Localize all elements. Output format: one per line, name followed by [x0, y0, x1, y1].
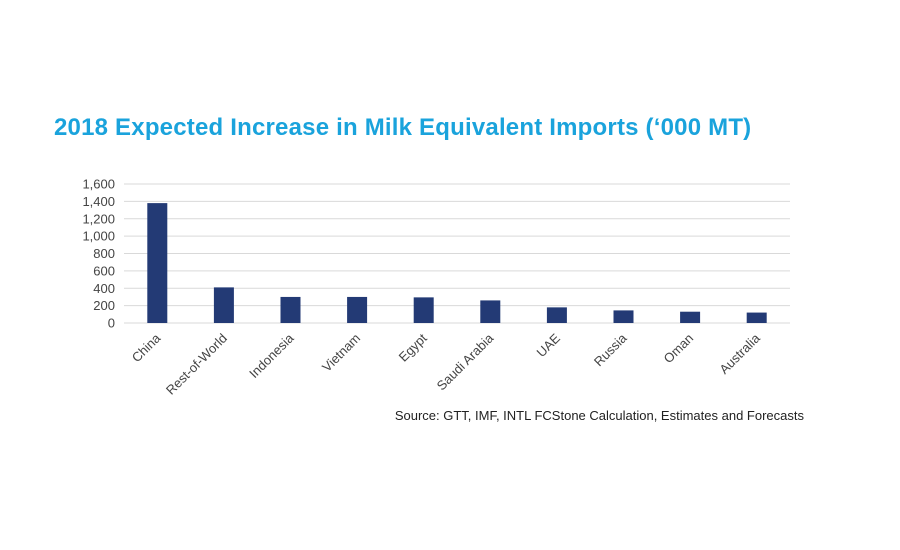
bar	[147, 203, 168, 323]
x-category-label: Egypt	[396, 330, 430, 364]
y-tick-label: 1,400	[82, 194, 115, 209]
bar	[480, 300, 501, 323]
y-tick-label: 1,000	[82, 229, 115, 244]
x-category-label: China	[129, 330, 164, 365]
bar	[280, 296, 301, 323]
bar	[613, 310, 634, 323]
x-category-label: Rest-of-World	[163, 331, 230, 398]
bar	[213, 287, 234, 323]
source-note: Source: GTT, IMF, INTL FCStone Calculati…	[394, 408, 804, 423]
y-tick-label: 400	[93, 281, 115, 296]
y-tick-label: 200	[93, 298, 115, 313]
x-category-label: Saudi Arabia	[434, 330, 497, 393]
bar	[413, 297, 434, 323]
y-tick-label: 0	[108, 316, 115, 331]
y-tick-label: 1,200	[82, 211, 115, 226]
y-tick-label: 800	[93, 246, 115, 261]
bar	[680, 311, 701, 323]
x-category-label: UAE	[534, 330, 564, 360]
y-tick-label: 600	[93, 263, 115, 278]
bar	[347, 296, 368, 323]
x-category-label: Vietnam	[319, 331, 363, 375]
bar	[546, 307, 567, 323]
y-tick-label: 1,600	[82, 177, 115, 192]
x-category-label: Oman	[661, 331, 697, 367]
x-category-label: Indonesia	[246, 330, 297, 381]
bar	[746, 312, 767, 323]
chart-title: 2018 Expected Increase in Milk Equivalen…	[54, 114, 752, 141]
x-category-label: Russia	[591, 330, 630, 369]
x-category-label: Australia	[716, 330, 763, 377]
